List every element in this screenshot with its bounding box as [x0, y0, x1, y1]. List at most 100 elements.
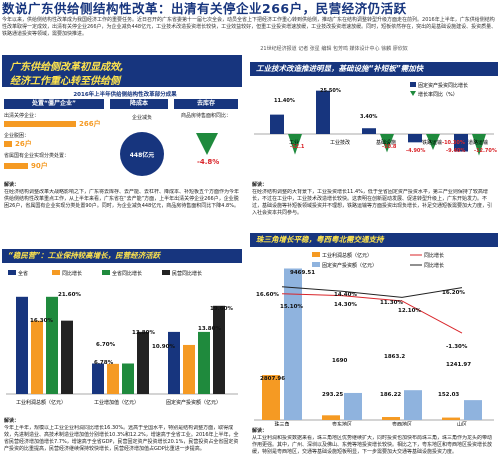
s2-value-label-4: -10.8 [382, 144, 397, 150]
section3-legend-2: 全省同比增长 [112, 270, 142, 277]
s2-category-3: 铁路运输 [422, 139, 442, 146]
section4-chart: 工业利润总额（亿元） 同比增长 固定资产投资额（亿元） 同比增长 珠三角 粤东地区… [250, 250, 498, 428]
s3-bar-0-0 [16, 296, 28, 394]
s4-value-label-15: -1.30% [446, 344, 468, 350]
s4-line-profit-growth [281, 293, 463, 334]
s4-value-label-6: 152.03 [438, 392, 459, 398]
section3-chart: 全省 同比增长 全省同比增长 民营同比增长 21.60% 16.30% 6.78% 6… [2, 266, 242, 414]
section3-category-0: 工业利润总额（亿元） [16, 399, 66, 406]
section1-title-line2: 经济工作重心转至供给侧 [10, 76, 120, 87]
zombie-row-2: 企业脱困： 26户 [4, 133, 108, 151]
section3-legend-swatch-2 [102, 270, 110, 275]
s3-bar-2-3 [213, 305, 225, 394]
s2-value-label-7: -10.30% [442, 140, 465, 146]
zombie-row-3-label: 省属国有企业实现分类处置： [4, 153, 70, 159]
section4-legend-swatch-2 [312, 262, 320, 267]
s3-value-label-0: 21.60% [58, 292, 81, 298]
s3-bar-2-0 [168, 331, 180, 394]
section4-note-title: 解读： [252, 428, 268, 434]
s3-value-label-3: 6.70% [96, 342, 116, 348]
section4-legend-2: 固定资产投资额（亿元） [322, 262, 377, 269]
section3-note-title: 解读： [4, 418, 20, 424]
s3-bar-0-3 [61, 320, 73, 394]
section2-chart-svg: 固定资产投资同比增长 增长率同比（%） 工业 工业技改 基础设施 铁路运输 道路运输 11… [254, 82, 497, 156]
section3-legend-0: 全省 [18, 270, 28, 277]
s4-category-2: 粤西地区 [392, 421, 412, 426]
s3-bar-1-0 [92, 363, 104, 394]
headline: 数说广东供给侧结构性改革：出清有关停企业266户，民营经济仍活跃 [2, 1, 407, 16]
s2-category-4: 道路运输 [468, 139, 488, 146]
s4-value-label-3: 1690 [332, 358, 347, 364]
s2-value-label-0: 11.40% [274, 98, 295, 104]
section2-title: 工业技术改造推进明显，基础设施“补短板”需加快 [256, 64, 424, 73]
s3-value-label-1: 16.30% [30, 318, 53, 324]
section2-note: 在经济结构调整的大背景下，工业投资增长11.4%，低于全省固定资产投资水平，第三… [252, 189, 493, 216]
s2-arrow-growth-3 [426, 134, 440, 150]
col-inventory-title: 去库存 [174, 99, 238, 109]
s4-value-label-0: 2807.96 [260, 376, 285, 382]
s3-bar-2-1 [183, 344, 195, 394]
inventory-arrow-icon [196, 133, 218, 155]
s2-category-2: 基础设施 [376, 139, 396, 146]
s4-bar-profit-2 [382, 417, 400, 420]
s2-value-label-2: 25.50% [320, 88, 341, 94]
inventory-label: 商品房待售面积同比： [180, 113, 231, 119]
s4-value-label-4: 186.22 [380, 392, 401, 398]
s2-category-1: 工业技改 [330, 139, 350, 146]
section2-chart: 固定资产投资同比增长 增长率同比（%） 工业 工业技改 基础设施 铁路运输 道路运输 11… [250, 78, 498, 180]
section3-legend-1: 同比增长 [62, 270, 82, 277]
cost-circle: 448亿元 [120, 132, 164, 176]
s4-bar-profit-0 [262, 375, 280, 420]
col-cost-title: 降成本 [110, 99, 168, 109]
s4-category-3: 山区 [457, 421, 467, 426]
section2-note-title: 解读： [252, 182, 268, 188]
s3-bar-0-1 [31, 320, 43, 394]
section3-category-2: 固定资产投资额（亿元） [166, 399, 221, 406]
section2-legend-1: 增长率同比（%） [418, 91, 458, 98]
s4-value-label-5: 1863.2 [384, 354, 405, 360]
zombie-row-3: 省属国有企业实现分类处置： 90户 [4, 153, 108, 173]
section4-legend-3: 同比增长 [424, 262, 444, 269]
s4-value-label-11: 14.30% [334, 302, 357, 308]
section4-banner: 珠三角增长平稳，粤西粤北需交通支持 [250, 233, 498, 247]
section1-note: 在经济结构调整改革大战略影响之下，广东将去库存、去产能、去杠杆、降成本、补短板五… [4, 189, 240, 209]
s2-value-label-8: -12.70% [474, 148, 497, 154]
col-zombie-title: 处置“僵尸企业” [4, 99, 104, 109]
s2-arrow-growth-0 [288, 134, 302, 155]
s4-value-label-12: 11.30% [380, 300, 403, 306]
s4-value-label-13: 12.10% [398, 308, 421, 314]
section4-legend-1: 同比增长 [424, 252, 444, 259]
s4-category-1: 粤东地区 [332, 421, 352, 426]
s3-value-label-4: 13.80% [132, 330, 155, 336]
section3-title: “稳民营”：工业保持较高增长，民营经济活跃 [8, 251, 161, 260]
s3-bar-2-2 [198, 331, 210, 394]
section3-banner: “稳民营”：工业保持较高增长，民营经济活跃 [2, 249, 242, 263]
section3-legend-swatch-3 [162, 270, 170, 275]
section4-chart-svg: 工业利润总额（亿元） 同比增长 固定资产投资额（亿元） 同比增长 珠三角 粤东地区… [254, 252, 494, 428]
s4-value-label-8: 16.60% [256, 292, 279, 298]
s2-bar-invest-3 [408, 134, 422, 143]
section3-note: 今年上半年，规模以上工业企业利润同比增长16.30%。远高于全国水平，特别是结构… [4, 425, 239, 452]
s2-bar-invest-2 [362, 128, 376, 134]
s2-bar-invest-0 [270, 114, 284, 134]
zombie-row-3-value: 90户 [31, 162, 48, 170]
s4-value-label-10: 14.40% [334, 292, 357, 298]
section2-legend-0: 固定资产投资同比增长 [418, 82, 468, 89]
s2-category-0: 工业 [289, 139, 299, 146]
s3-bar-1-3 [137, 331, 149, 394]
s2-value-label-3: 3.40% [360, 114, 377, 120]
s2-value-label-1: -12.1 [290, 144, 305, 150]
section1-note-title: 解读： [4, 182, 20, 188]
s4-value-label-2: 293.25 [322, 392, 343, 398]
section2-legend-swatch-1 [410, 91, 416, 96]
zombie-row-1-value: 266户 [79, 120, 101, 128]
section2-legend-swatch-0 [410, 82, 416, 87]
s2-value-label-5: -4.90% [406, 148, 425, 154]
s2-value-label-6: -9.40% [446, 148, 465, 154]
inventory-value: -4.8% [197, 158, 220, 166]
section1-banner: 广东供给侧改革初显成效, 经济工作重心转至供给侧 [2, 55, 242, 87]
s4-bar-profit-3 [442, 417, 460, 420]
s4-line-invest-growth [281, 286, 463, 298]
section4-title: 珠三角增长平稳，粤西粤北需交通支持 [256, 235, 384, 244]
section2-banner: 工业技术改造推进明显，基础设施“补短板”需加快 [250, 62, 498, 76]
